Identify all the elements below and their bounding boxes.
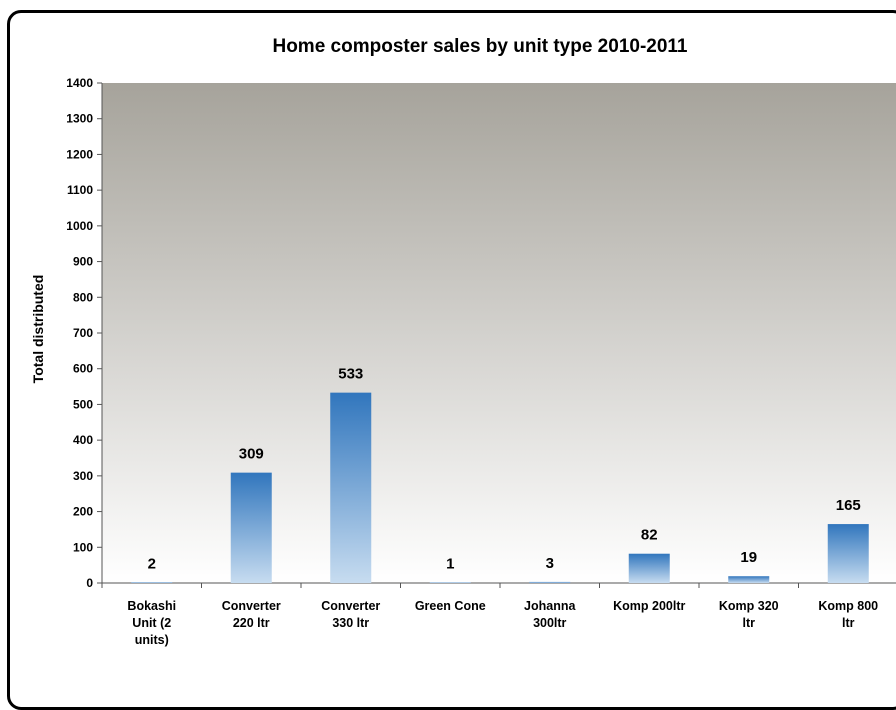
chart-title: Home composter sales by unit type 2010-2… [272, 36, 688, 57]
bar [230, 472, 272, 583]
bar [429, 582, 471, 583]
y-tick-label: 400 [73, 433, 93, 447]
data-label: 533 [338, 366, 363, 383]
data-label: 3 [546, 555, 554, 572]
data-label: 1 [446, 556, 454, 573]
category-label: Converter [222, 599, 281, 613]
category-label: Bokashi [127, 599, 176, 613]
y-tick-label: 1100 [67, 183, 93, 197]
y-tick-label: 900 [73, 255, 93, 269]
y-tick-label: 1400 [66, 76, 93, 90]
category-label: ltr [743, 616, 756, 630]
category-label: 300ltr [533, 616, 566, 630]
data-label: 82 [641, 527, 658, 544]
category-label: Komp 320 [719, 599, 779, 613]
category-label: units) [135, 633, 169, 647]
y-tick-label: 1300 [66, 112, 93, 126]
y-tick-label: 600 [73, 362, 93, 376]
bar [628, 553, 670, 583]
category-label: Komp 800 [818, 599, 878, 613]
bar [529, 581, 571, 583]
y-tick-label: 300 [73, 469, 93, 483]
category-label: Converter [321, 599, 380, 613]
data-label: 309 [239, 446, 264, 463]
data-label: 165 [836, 497, 861, 514]
category-label: Johanna [524, 599, 576, 613]
bar [728, 576, 770, 583]
category-label: Komp 200ltr [613, 599, 685, 613]
y-tick-label: 700 [73, 326, 93, 340]
category-label: Unit (2 [132, 616, 171, 630]
bar [827, 524, 869, 583]
category-label: ltr [842, 616, 855, 630]
category-label: 220 ltr [233, 616, 270, 630]
plot-area [102, 83, 896, 583]
y-tick-label: 1000 [66, 219, 93, 233]
category-label: Green Cone [415, 599, 486, 613]
y-tick-label: 500 [73, 397, 93, 411]
data-label: 2 [148, 555, 156, 572]
bar [330, 392, 372, 583]
y-tick-label: 800 [73, 290, 93, 304]
y-tick-label: 200 [73, 505, 93, 519]
bar [131, 582, 173, 583]
y-tick-label: 0 [86, 576, 93, 590]
category-label: 330 ltr [332, 616, 369, 630]
data-label: 19 [740, 549, 757, 566]
y-tick-label: 100 [73, 540, 93, 554]
y-tick-label: 1200 [66, 147, 93, 161]
